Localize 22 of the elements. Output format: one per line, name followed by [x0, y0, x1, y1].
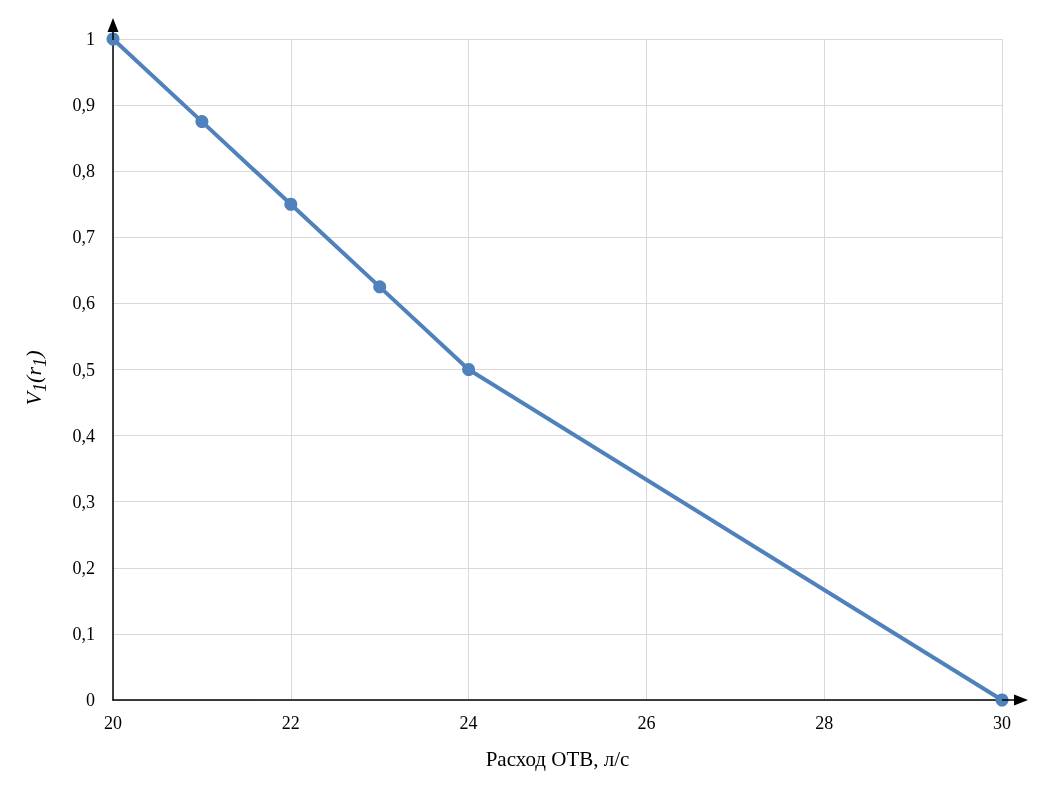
- x-tick-label: 28: [815, 713, 834, 733]
- y-tick-label: 0,2: [72, 557, 95, 578]
- x-axis-title: Расход ОТВ, л/с: [485, 746, 630, 771]
- y-tick-label: 0,1: [72, 623, 95, 644]
- x-tick-label: 26: [637, 713, 656, 733]
- x-tick-label: 20: [104, 713, 122, 733]
- y-tick-label: 0,7: [72, 227, 95, 248]
- y-tick-label: 0: [86, 690, 95, 710]
- y-tick-label: 1: [86, 29, 95, 49]
- point: [284, 197, 298, 211]
- point: [462, 363, 476, 376]
- x-tick-label: 30: [993, 713, 1011, 733]
- y-tick-label: 0,4: [72, 425, 95, 446]
- y-tick-label: 0,9: [72, 95, 95, 116]
- y-tick-label: 0,5: [72, 359, 95, 380]
- point: [195, 115, 209, 129]
- x-tick-label: 24: [459, 713, 478, 733]
- y-tick-label: 0,8: [72, 161, 95, 182]
- x-tick-label: 22: [281, 713, 300, 733]
- y-tick-label: 0,6: [72, 293, 95, 314]
- y-tick-label: 0,3: [72, 491, 95, 512]
- point: [373, 280, 387, 294]
